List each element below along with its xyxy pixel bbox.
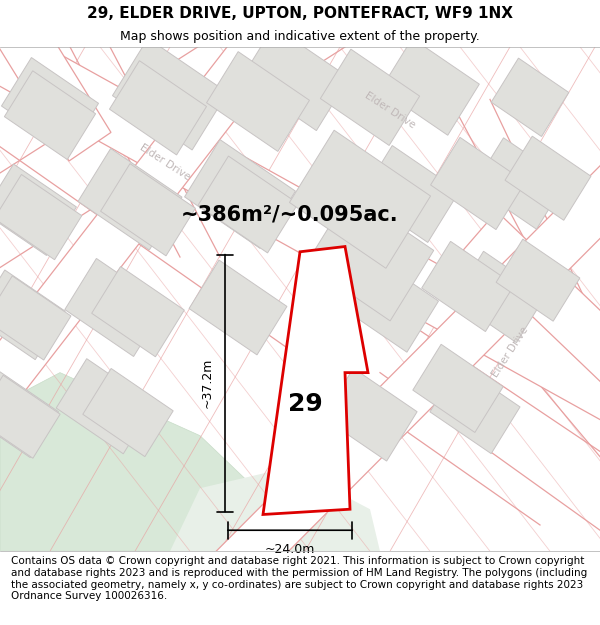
- Text: ~386m²/~0.095ac.: ~386m²/~0.095ac.: [181, 205, 399, 225]
- Text: ~24.0m: ~24.0m: [265, 542, 315, 556]
- Polygon shape: [505, 136, 591, 220]
- Text: Elder Drive: Elder Drive: [138, 142, 192, 182]
- Polygon shape: [83, 369, 173, 457]
- Polygon shape: [454, 251, 547, 343]
- Polygon shape: [0, 276, 71, 360]
- Polygon shape: [185, 139, 295, 248]
- Polygon shape: [0, 372, 59, 458]
- Polygon shape: [361, 146, 460, 242]
- Polygon shape: [206, 52, 310, 151]
- Polygon shape: [320, 49, 419, 146]
- Polygon shape: [263, 246, 368, 514]
- Text: Contains OS data © Crown copyright and database right 2021. This information is : Contains OS data © Crown copyright and d…: [11, 556, 587, 601]
- Polygon shape: [289, 130, 431, 268]
- Polygon shape: [413, 344, 503, 432]
- Polygon shape: [0, 164, 76, 256]
- Polygon shape: [0, 0, 600, 440]
- Text: 29: 29: [287, 392, 322, 416]
- Text: Elder Drive: Elder Drive: [490, 324, 530, 379]
- Polygon shape: [1, 58, 98, 152]
- Polygon shape: [430, 365, 520, 454]
- Text: Elder Drive: Elder Drive: [363, 90, 417, 130]
- Polygon shape: [4, 71, 95, 159]
- Polygon shape: [0, 270, 65, 359]
- Polygon shape: [422, 241, 514, 331]
- Polygon shape: [491, 58, 569, 136]
- Text: ~37.2m: ~37.2m: [200, 358, 214, 408]
- Polygon shape: [170, 468, 380, 551]
- Polygon shape: [473, 138, 566, 229]
- Polygon shape: [78, 149, 182, 250]
- Polygon shape: [0, 174, 82, 260]
- Polygon shape: [0, 0, 111, 161]
- Polygon shape: [496, 239, 580, 321]
- Text: 29, ELDER DRIVE, UPTON, PONTEFRACT, WF9 1NX: 29, ELDER DRIVE, UPTON, PONTEFRACT, WF9 …: [87, 6, 513, 21]
- Polygon shape: [380, 38, 479, 135]
- Text: Map shows position and indicative extent of the property.: Map shows position and indicative extent…: [120, 30, 480, 43]
- Polygon shape: [56, 359, 154, 454]
- Polygon shape: [101, 164, 196, 256]
- Polygon shape: [189, 260, 287, 355]
- Polygon shape: [241, 26, 349, 131]
- Polygon shape: [109, 61, 206, 155]
- Polygon shape: [183, 133, 600, 622]
- Polygon shape: [0, 375, 60, 458]
- Polygon shape: [431, 138, 526, 229]
- Polygon shape: [0, 372, 310, 551]
- Polygon shape: [92, 267, 184, 357]
- Polygon shape: [463, 211, 600, 413]
- Polygon shape: [306, 193, 434, 321]
- Polygon shape: [323, 368, 417, 461]
- Polygon shape: [198, 156, 298, 253]
- Polygon shape: [65, 259, 165, 356]
- Polygon shape: [112, 38, 227, 150]
- Polygon shape: [341, 256, 439, 352]
- Polygon shape: [0, 0, 319, 462]
